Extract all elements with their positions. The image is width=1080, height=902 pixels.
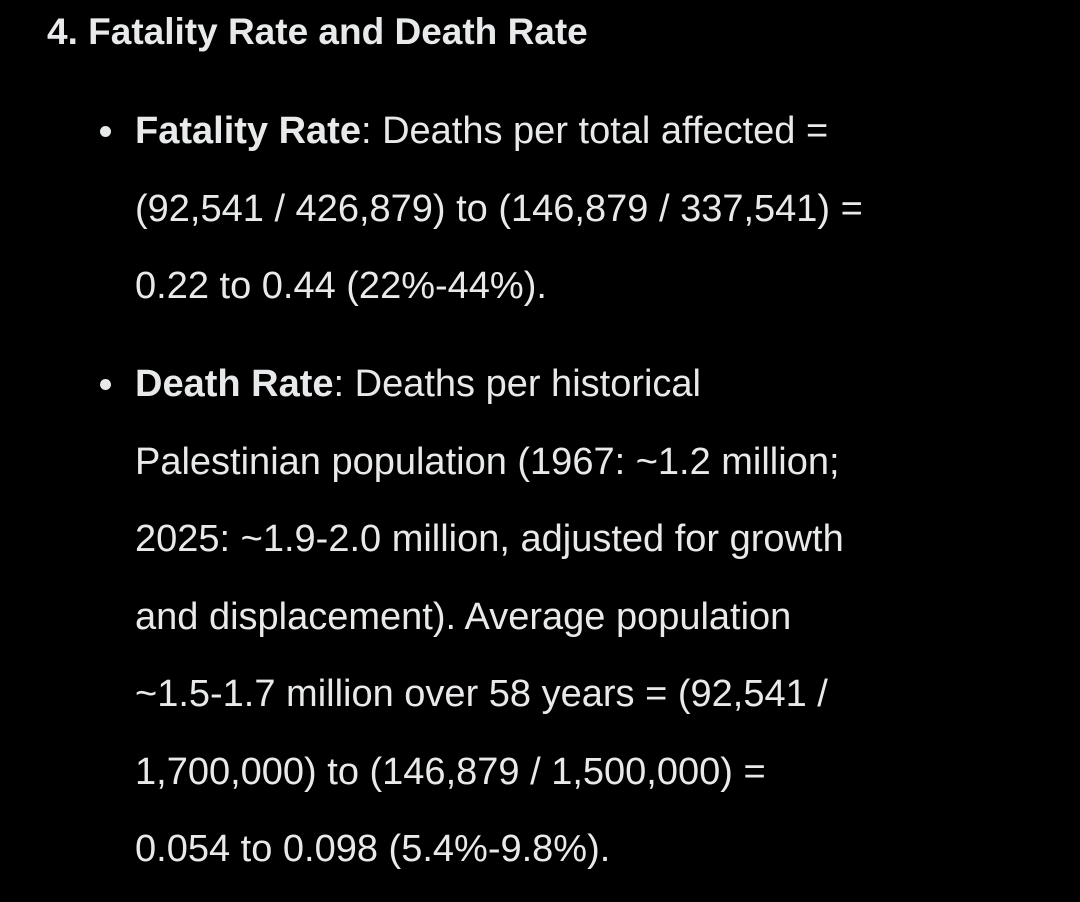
bullet-separator: : <box>360 110 372 152</box>
bullet-fatality-rate: Fatality Rate: Deaths per total affected… <box>100 93 1015 326</box>
bullet-line: Palestinian population (1967: ~1.2 milli… <box>135 440 840 483</box>
bullet-dot-icon <box>100 379 111 390</box>
bullet-line: 0.054 to 0.098 (5.4%-9.8%). <box>135 828 611 870</box>
bullet-death-rate: Death Rate: Deaths per historical Palest… <box>100 346 1015 889</box>
bullet-line: 0.22 to 0.44 (22%-44%). <box>135 265 547 307</box>
bullet-line: and displacement). Average population <box>135 595 792 638</box>
section-heading: 4. Fatality Rate and Death Rate <box>47 11 588 52</box>
bullet-text: Deaths per total affected = <box>371 110 829 152</box>
bullet-dot-icon <box>100 126 111 137</box>
bullet-separator: : <box>333 363 345 405</box>
bullet-text: Deaths per historical <box>344 363 701 405</box>
bullet-line: 1,700,000) to (146,879 / 1,500,000) = <box>135 750 766 793</box>
bullet-line: 2025: ~1.9-2.0 million, adjusted for gro… <box>135 518 844 560</box>
bullet-label: Death Rate <box>135 363 334 405</box>
bullet-label: Fatality Rate <box>135 110 361 152</box>
bullet-line: Death Rate: Deaths per historical <box>135 346 1015 424</box>
bullet-line: Fatality Rate: Deaths per total affected… <box>135 93 1015 171</box>
bullet-line: ~1.5-1.7 million over 58 years = (92,541… <box>135 673 828 715</box>
bullet-line: (92,541 / 426,879) to (146,879 / 337,541… <box>135 187 863 230</box>
